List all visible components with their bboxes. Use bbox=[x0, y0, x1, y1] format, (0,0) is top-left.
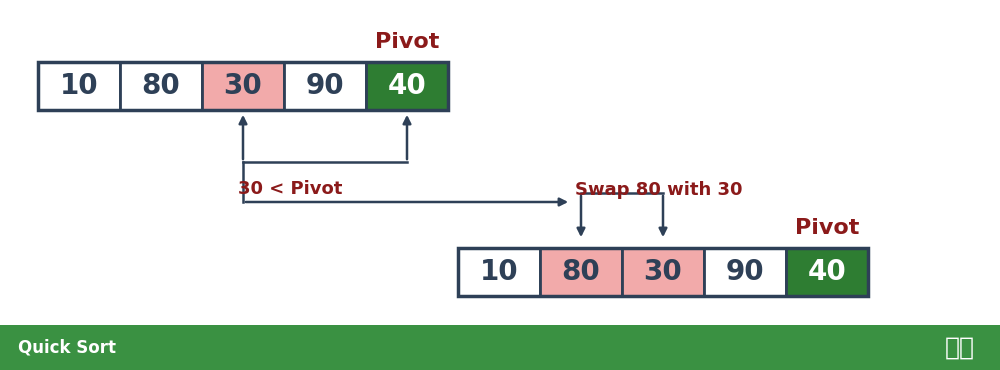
Text: 10: 10 bbox=[60, 72, 98, 100]
Bar bbox=[284, 62, 366, 110]
Text: ᗑᗐ: ᗑᗐ bbox=[945, 336, 975, 360]
Bar bbox=[458, 248, 540, 296]
Text: 90: 90 bbox=[726, 258, 764, 286]
Text: 40: 40 bbox=[808, 258, 846, 286]
Bar bbox=[458, 248, 868, 296]
Bar bbox=[622, 248, 704, 296]
Bar bbox=[38, 62, 448, 110]
Text: Pivot: Pivot bbox=[375, 32, 439, 52]
Text: 30: 30 bbox=[224, 72, 262, 100]
Text: Quick Sort: Quick Sort bbox=[18, 339, 116, 357]
Bar bbox=[202, 62, 284, 110]
Bar bbox=[540, 248, 622, 296]
Bar bbox=[704, 248, 786, 296]
Text: 10: 10 bbox=[480, 258, 518, 286]
Text: 40: 40 bbox=[388, 72, 426, 100]
Text: 30: 30 bbox=[644, 258, 682, 286]
Text: Pivot: Pivot bbox=[795, 218, 859, 238]
Bar bbox=[120, 62, 202, 110]
Bar bbox=[38, 62, 120, 110]
Bar bbox=[786, 248, 868, 296]
Text: 80: 80 bbox=[142, 72, 180, 100]
Text: 90: 90 bbox=[306, 72, 344, 100]
Bar bbox=[0, 325, 1000, 370]
Bar bbox=[366, 62, 448, 110]
Text: 30 < Pivot: 30 < Pivot bbox=[238, 180, 342, 198]
Text: 80: 80 bbox=[562, 258, 600, 286]
Text: Swap 80 with 30: Swap 80 with 30 bbox=[575, 181, 742, 199]
